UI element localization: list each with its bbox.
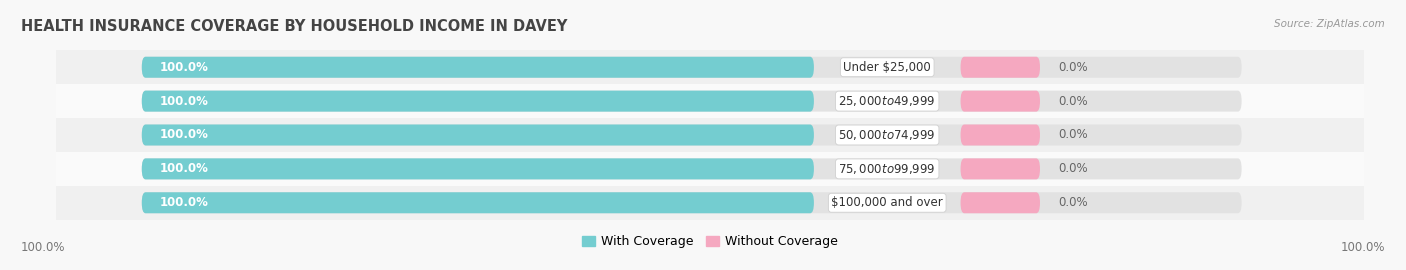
Text: 100.0%: 100.0%: [160, 162, 209, 176]
Text: $50,000 to $74,999: $50,000 to $74,999: [838, 128, 936, 142]
FancyBboxPatch shape: [142, 124, 814, 146]
Text: 100.0%: 100.0%: [160, 129, 209, 141]
Text: $100,000 and over: $100,000 and over: [831, 196, 943, 209]
FancyBboxPatch shape: [142, 91, 1241, 112]
Text: 0.0%: 0.0%: [1059, 196, 1088, 209]
Text: 0.0%: 0.0%: [1059, 61, 1088, 74]
FancyBboxPatch shape: [142, 57, 1241, 78]
FancyBboxPatch shape: [142, 57, 814, 78]
Text: 100.0%: 100.0%: [1340, 241, 1385, 254]
FancyBboxPatch shape: [142, 124, 1241, 146]
Legend: With Coverage, Without Coverage: With Coverage, Without Coverage: [578, 230, 842, 253]
Bar: [0, 50, 1406, 84]
Bar: [0, 186, 1406, 220]
FancyBboxPatch shape: [142, 158, 1241, 179]
FancyBboxPatch shape: [960, 91, 1040, 112]
Text: 0.0%: 0.0%: [1059, 129, 1088, 141]
Text: $25,000 to $49,999: $25,000 to $49,999: [838, 94, 936, 108]
FancyBboxPatch shape: [960, 192, 1040, 213]
Text: Under $25,000: Under $25,000: [844, 61, 931, 74]
Text: $75,000 to $99,999: $75,000 to $99,999: [838, 162, 936, 176]
Text: 0.0%: 0.0%: [1059, 162, 1088, 176]
Text: Source: ZipAtlas.com: Source: ZipAtlas.com: [1274, 19, 1385, 29]
Text: HEALTH INSURANCE COVERAGE BY HOUSEHOLD INCOME IN DAVEY: HEALTH INSURANCE COVERAGE BY HOUSEHOLD I…: [21, 19, 568, 34]
Text: 100.0%: 100.0%: [160, 94, 209, 108]
FancyBboxPatch shape: [960, 57, 1040, 78]
FancyBboxPatch shape: [142, 192, 1241, 213]
Text: 0.0%: 0.0%: [1059, 94, 1088, 108]
FancyBboxPatch shape: [960, 158, 1040, 179]
Bar: [0, 84, 1406, 118]
Text: 100.0%: 100.0%: [21, 241, 66, 254]
Text: 100.0%: 100.0%: [160, 61, 209, 74]
Text: 100.0%: 100.0%: [160, 196, 209, 209]
FancyBboxPatch shape: [142, 158, 814, 179]
Bar: [0, 118, 1406, 152]
FancyBboxPatch shape: [960, 124, 1040, 146]
FancyBboxPatch shape: [142, 192, 814, 213]
Bar: [0, 152, 1406, 186]
FancyBboxPatch shape: [142, 91, 814, 112]
